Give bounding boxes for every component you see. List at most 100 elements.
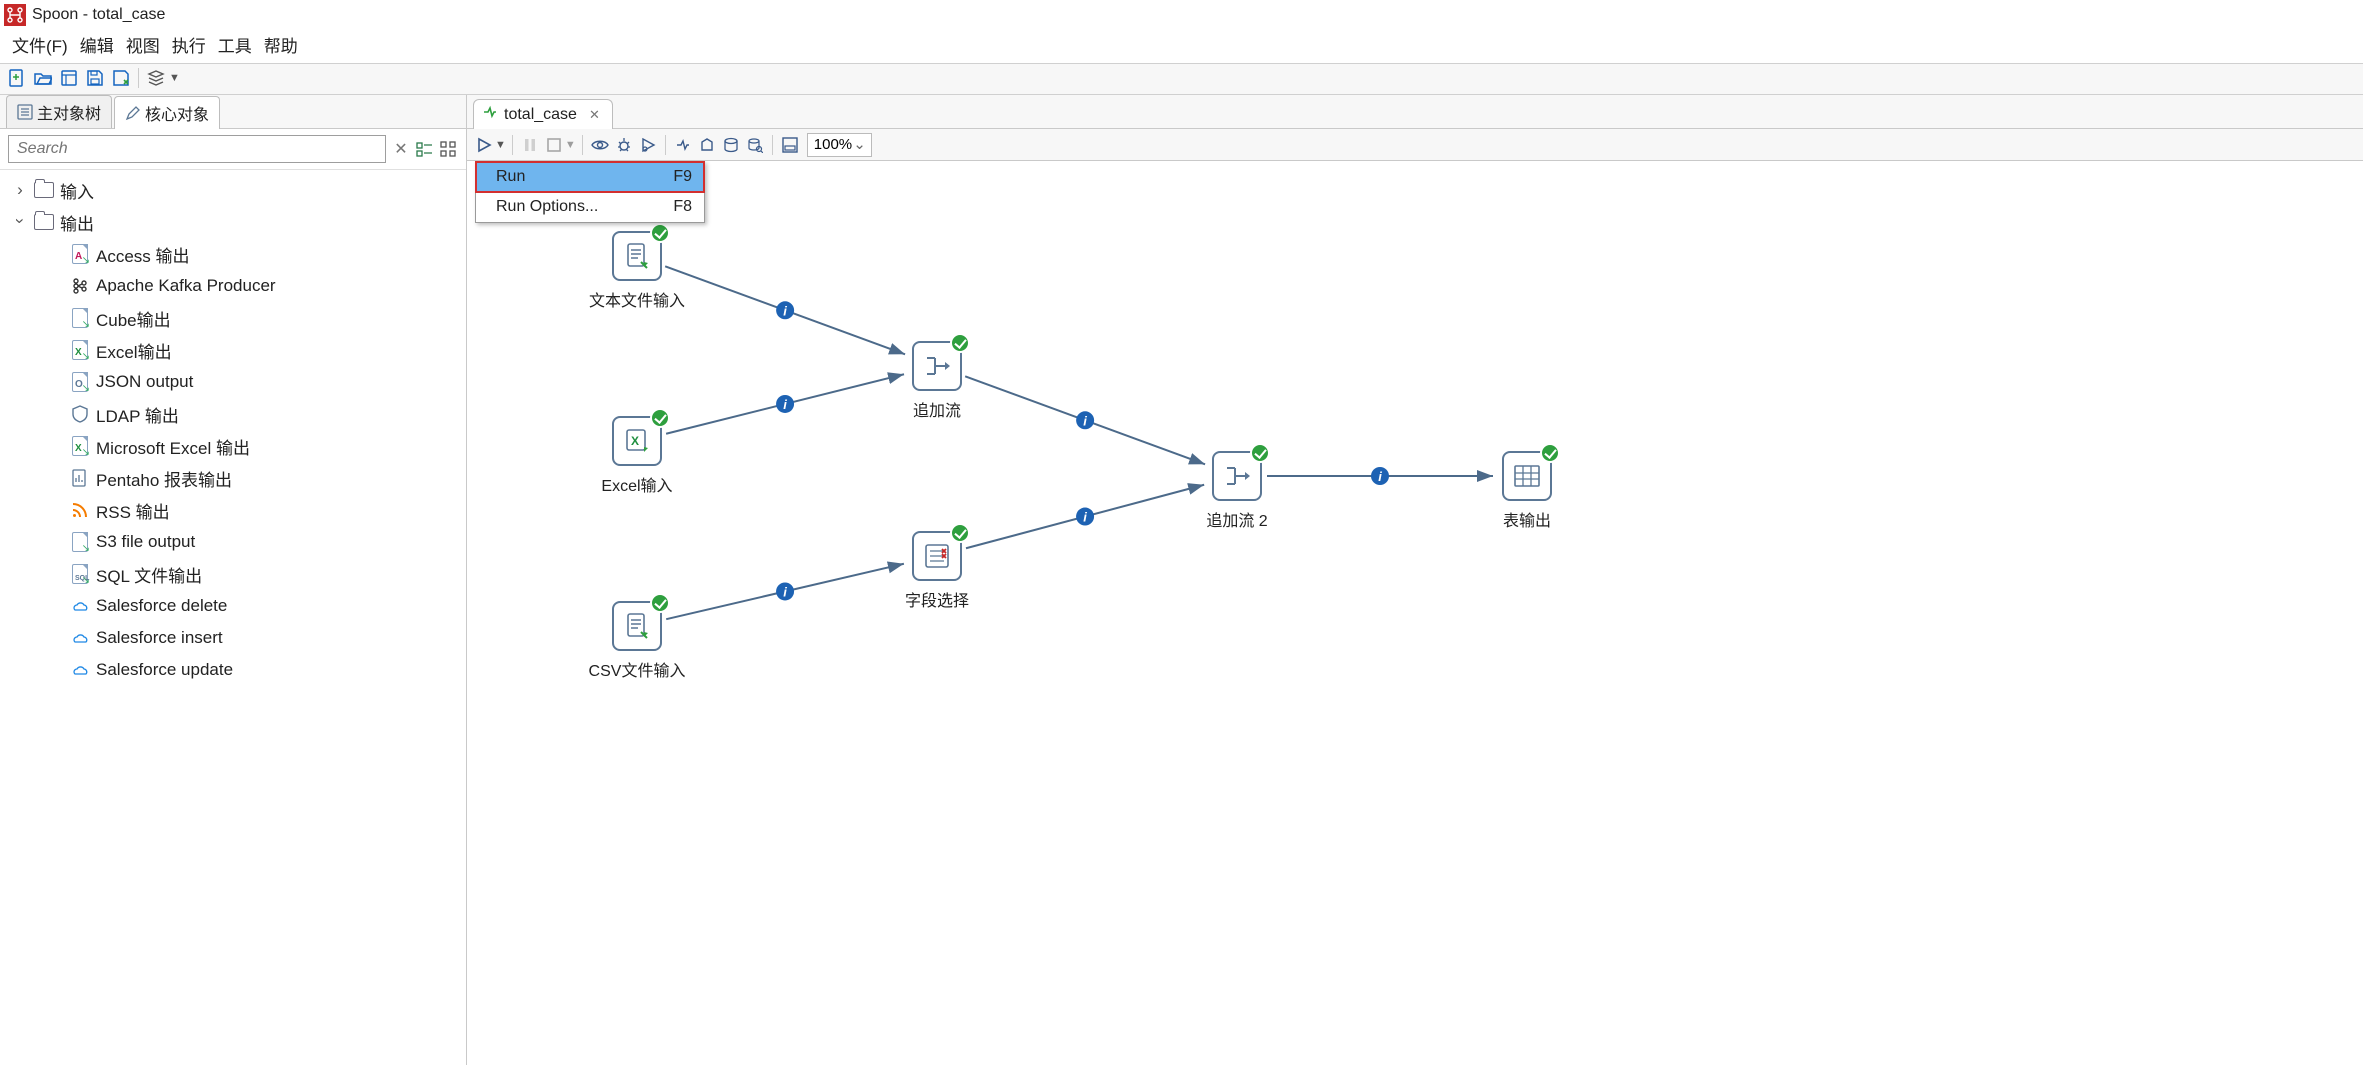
menu-edit[interactable]: 编辑 xyxy=(76,32,118,57)
hop-info-icon[interactable]: i xyxy=(1076,508,1094,526)
show-results-button[interactable] xyxy=(779,134,801,156)
pause-button[interactable] xyxy=(519,134,541,156)
canvas-step[interactable]: 文本文件输入 xyxy=(577,231,697,311)
toolbar-separator xyxy=(138,68,139,88)
tree-leaf[interactable]: ↘Cube输出 xyxy=(8,302,462,334)
stop-button[interactable] xyxy=(543,134,565,156)
tree-leaf-label: S3 file output xyxy=(96,532,195,552)
perspective-dropdown-icon[interactable]: ▼ xyxy=(169,72,180,84)
expand-mode-button[interactable] xyxy=(416,140,434,158)
explore-button[interactable] xyxy=(58,67,80,89)
tree-folder-input-label: 输入 xyxy=(60,178,94,203)
svg-text:i: i xyxy=(783,303,787,318)
step-type-icon xyxy=(70,404,90,424)
step-box xyxy=(612,601,662,651)
canvas-step[interactable]: XExcel输入 xyxy=(577,416,697,496)
step-label: CSV文件输入 xyxy=(589,657,686,681)
success-badge-icon xyxy=(650,593,670,613)
tree-leaf[interactable]: RSS 输出 xyxy=(8,494,462,526)
close-tab-button[interactable]: ✕ xyxy=(589,107,600,123)
canvas-step[interactable]: 字段选择 xyxy=(877,531,997,611)
editor-toolbar: ▼ ▼ xyxy=(467,129,2363,161)
clear-search-button[interactable]: ✕ xyxy=(392,139,410,159)
expander-icon[interactable]: › xyxy=(10,213,30,229)
tree-icon xyxy=(17,104,33,120)
run-menu-label: Run Options... xyxy=(496,198,598,216)
hop-info-icon[interactable]: i xyxy=(776,395,794,413)
hop-info-icon[interactable]: i xyxy=(1076,411,1094,429)
menu-run[interactable]: 执行 xyxy=(168,32,210,57)
menu-help[interactable]: 帮助 xyxy=(260,32,302,57)
menu-file[interactable]: 文件(F) xyxy=(8,32,72,57)
replay-button[interactable] xyxy=(637,134,659,156)
window-title: Spoon - total_case xyxy=(32,6,165,24)
main-toolbar: ▼ xyxy=(0,63,2363,95)
sql-button[interactable] xyxy=(720,134,742,156)
tree-leaf[interactable]: X↘Microsoft Excel 输出 xyxy=(8,430,462,462)
save-button[interactable] xyxy=(84,67,106,89)
tree-folder-input[interactable]: › 输入 xyxy=(8,174,462,206)
tree-leaf-label: SQL 文件输出 xyxy=(96,562,202,587)
stop-dropdown-icon[interactable]: ▼ xyxy=(565,139,576,151)
tree-leaf-label: Apache Kafka Producer xyxy=(96,276,276,296)
tree-leaf[interactable]: X↘Excel输出 xyxy=(8,334,462,366)
canvas-step[interactable]: CSV文件输入 xyxy=(577,601,697,681)
workspace: 主对象树 核心对象 ✕ › 输入 xyxy=(0,95,2363,1065)
run-menu-item-run[interactable]: Run F9 xyxy=(476,162,704,192)
menu-view[interactable]: 视图 xyxy=(122,32,164,57)
run-button[interactable] xyxy=(473,134,495,156)
editor-tab[interactable]: total_case ✕ xyxy=(473,99,613,129)
canvas-step[interactable]: 追加流 2 xyxy=(1177,451,1297,531)
expander-icon[interactable]: › xyxy=(12,180,28,200)
tree-leaf[interactable]: Salesforce delete xyxy=(8,590,462,622)
left-tabs: 主对象树 核心对象 xyxy=(0,95,466,129)
tree-leaf-label: Salesforce delete xyxy=(96,596,227,616)
step-label: 文本文件输入 xyxy=(589,287,685,311)
new-file-button[interactable] xyxy=(6,67,28,89)
tree-leaf[interactable]: Salesforce insert xyxy=(8,622,462,654)
step-label: 字段选择 xyxy=(905,587,969,611)
hop-info-icon[interactable]: i xyxy=(776,582,794,600)
editor-tabbar: total_case ✕ xyxy=(467,95,2363,129)
search-input[interactable] xyxy=(8,135,386,163)
canvas-step[interactable]: 表输出 xyxy=(1467,451,1587,531)
tree-leaf[interactable]: SQL↘SQL 文件输出 xyxy=(8,558,462,590)
tree-leaf[interactable]: A↘Access 输出 xyxy=(8,238,462,270)
tab-core-objects[interactable]: 核心对象 xyxy=(114,96,220,129)
canvas-step[interactable]: 追加流 xyxy=(877,341,997,421)
save-as-button[interactable] xyxy=(110,67,132,89)
svg-text:i: i xyxy=(1083,510,1087,525)
step-type-icon xyxy=(70,468,90,488)
run-dropdown-icon[interactable]: ▼ xyxy=(495,139,506,151)
tree-leaf[interactable]: ↘ S3 file output xyxy=(8,526,462,558)
success-badge-icon xyxy=(950,523,970,543)
explore-db-button[interactable] xyxy=(744,134,766,156)
debug-button[interactable] xyxy=(613,134,635,156)
tree-leaf[interactable]: Salesforce update xyxy=(8,654,462,686)
tree-leaf[interactable]: LDAP 输出 xyxy=(8,398,462,430)
tree-leaf[interactable]: Pentaho 报表输出 xyxy=(8,462,462,494)
hop-info-icon[interactable]: i xyxy=(1371,467,1389,485)
toolbar-separator xyxy=(772,135,773,155)
canvas[interactable]: Run F9 Run Options... F8 i i i i i i 文本文件输入 XE… xyxy=(467,161,2363,1065)
preview-button[interactable] xyxy=(589,134,611,156)
menu-tools[interactable]: 工具 xyxy=(214,32,256,57)
tab-main-tree[interactable]: 主对象树 xyxy=(6,95,112,128)
toolbar-separator xyxy=(512,135,513,155)
step-type-icon: X↘ xyxy=(70,340,90,360)
step-type-icon xyxy=(70,596,90,616)
open-file-button[interactable] xyxy=(32,67,54,89)
tree-folder-output[interactable]: › 输出 xyxy=(8,206,462,238)
tree-leaf[interactable]: Apache Kafka Producer xyxy=(8,270,462,302)
hop-info-icon[interactable]: i xyxy=(776,301,794,319)
step-label: 表输出 xyxy=(1503,507,1551,531)
step-type-icon: ↘ xyxy=(70,532,90,552)
run-menu-item-run-options[interactable]: Run Options... F8 xyxy=(476,192,704,222)
perspective-button[interactable] xyxy=(145,67,167,89)
impact-button[interactable] xyxy=(696,134,718,156)
verify-button[interactable] xyxy=(672,134,694,156)
zoom-select[interactable]: 100% xyxy=(807,133,872,157)
collapse-mode-button[interactable] xyxy=(440,140,458,158)
titlebar: Spoon - total_case xyxy=(0,0,2363,28)
tree-leaf[interactable]: O↘JSON output xyxy=(8,366,462,398)
